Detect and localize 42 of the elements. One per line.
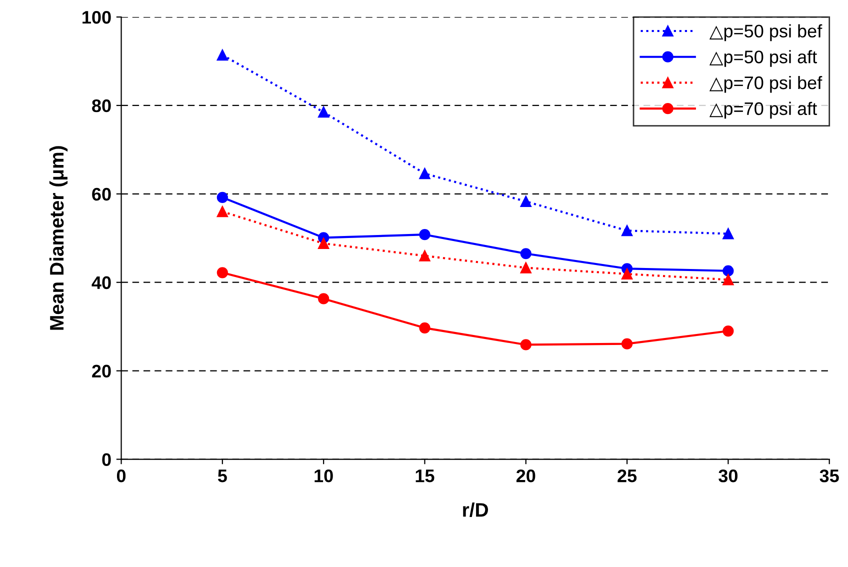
point — [722, 325, 734, 337]
point — [318, 238, 330, 250]
point — [722, 228, 734, 240]
point — [419, 250, 430, 262]
point — [520, 196, 532, 207]
x-tick-label: 5 — [218, 470, 227, 482]
x-tick-label: 35 — [820, 469, 839, 482]
x-tick-label: 30 — [718, 469, 738, 482]
point — [722, 265, 734, 276]
point — [216, 267, 228, 278]
y-tick-label: 80 — [92, 99, 111, 112]
x-tick-label: 15 — [416, 470, 434, 482]
y-tick-label: 20 — [92, 364, 111, 378]
legend-label: △p=50 psi aft — [709, 50, 817, 67]
y-tick-label: 60 — [92, 188, 111, 201]
x-axis-title: r/D — [463, 502, 488, 517]
point — [621, 225, 633, 236]
point — [520, 339, 532, 350]
point — [419, 229, 430, 240]
point — [419, 322, 430, 334]
point — [318, 293, 330, 304]
x-tick-label: 20 — [516, 469, 536, 482]
point — [216, 49, 228, 61]
point — [621, 268, 633, 280]
y-tick-label: 100 — [82, 10, 111, 24]
point — [216, 192, 228, 204]
x-tick-label: 25 — [618, 469, 637, 482]
y-tick-label: 40 — [92, 276, 111, 290]
x-tick-label: 10 — [314, 469, 333, 482]
point — [621, 338, 633, 350]
point — [520, 248, 532, 260]
legend-label: △p=70 psi aft — [709, 102, 817, 119]
y-tick-label: 0 — [102, 453, 111, 466]
x-tick-label: 0 — [116, 469, 126, 482]
point — [216, 206, 228, 218]
legend-label: △p=50 psi bef — [709, 24, 822, 42]
y-axis-title: Mean Diameter (μm) — [49, 146, 68, 330]
point — [318, 106, 330, 118]
point — [419, 168, 430, 180]
point — [722, 274, 734, 286]
legend-label: △p=70 psi bef — [709, 76, 822, 93]
point — [520, 262, 532, 274]
